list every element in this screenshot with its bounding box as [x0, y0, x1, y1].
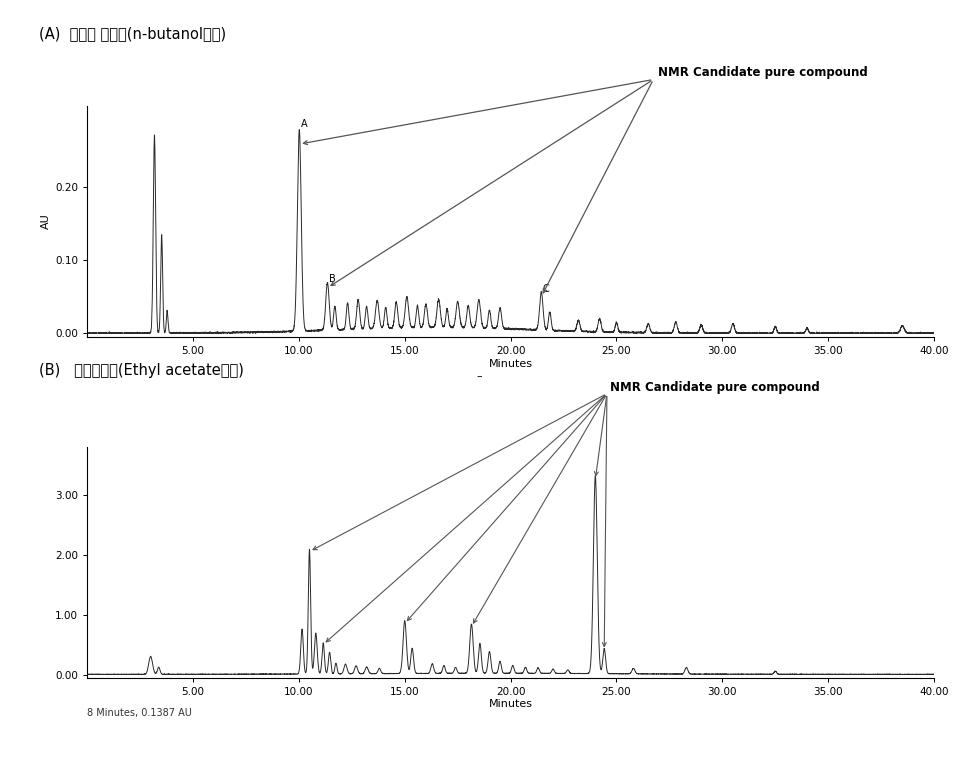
Text: –: –: [476, 371, 482, 381]
Text: B: B: [329, 274, 336, 284]
Text: NMR Candidate pure compound: NMR Candidate pure compound: [658, 67, 868, 79]
Text: C: C: [543, 284, 550, 294]
Text: 8 Minutes, 0.1387 AU: 8 Minutes, 0.1387 AU: [87, 708, 192, 718]
X-axis label: Minutes: Minutes: [489, 699, 532, 709]
Text: (B)   지모추출물(Ethyl acetate분획): (B) 지모추출물(Ethyl acetate분획): [39, 363, 244, 378]
Text: A: A: [301, 120, 307, 129]
Y-axis label: AU: AU: [41, 213, 51, 229]
X-axis label: Minutes: Minutes: [489, 359, 532, 369]
Text: (A)  영링향 추출물(n-butanol분획): (A) 영링향 추출물(n-butanol분획): [39, 26, 226, 42]
Text: NMR Candidate pure compound: NMR Candidate pure compound: [610, 381, 820, 394]
